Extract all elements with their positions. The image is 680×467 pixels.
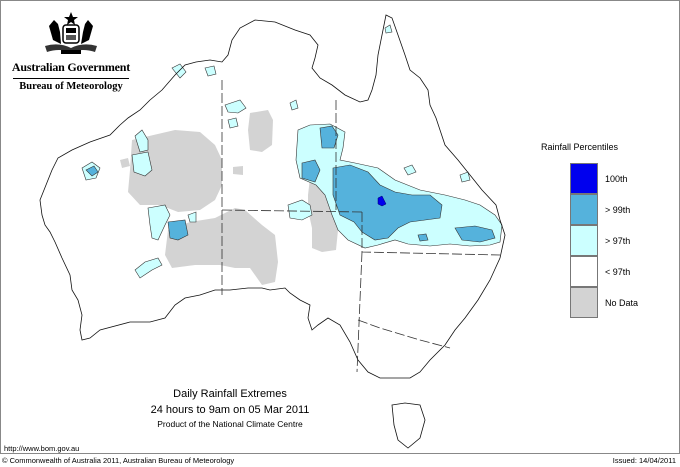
header-divider: [13, 78, 129, 79]
australia-coastline: [39, 14, 506, 379]
legend-label: > 99th: [605, 204, 631, 215]
legend-item-99th: > 99th: [541, 193, 671, 225]
legend-swatch: [570, 193, 598, 225]
legend-item-below-97th: < 97th: [541, 255, 671, 287]
state-borders: [221, 80, 501, 373]
legend-swatch: [570, 255, 598, 287]
legend-label: < 97th: [605, 266, 631, 277]
caption-title: Daily Rainfall Extremes: [173, 388, 287, 400]
legend-item-no-data: No Data: [541, 286, 671, 318]
p99-regions: [85, 125, 496, 243]
bureau-title: Bureau of Meteorology: [19, 81, 123, 92]
australia-rainfall-map: [39, 14, 506, 449]
legend-swatch: [570, 162, 598, 194]
caption-period: 24 hours to 9am on 05 Mar 2011: [150, 404, 310, 416]
issued-date: Issued: 14/04/2011: [612, 456, 676, 465]
legend-label: 100th: [605, 173, 628, 184]
legend-item-100th: 100th: [541, 162, 671, 194]
copyright-text: © Commonwealth of Australia 2011, Austra…: [2, 456, 235, 465]
header: Australian Government Bureau of Meteorol…: [8, 10, 134, 92]
government-title: Australian Government: [11, 60, 131, 74]
legend-swatch: [570, 224, 598, 256]
no-data-regions: [120, 110, 338, 285]
legend-item-97th: > 97th: [541, 224, 671, 256]
legend-label: No Data: [605, 297, 639, 308]
tasmania-coastline: [391, 402, 426, 449]
bom-url-link[interactable]: http://www.bom.gov.au: [4, 444, 80, 453]
coat-of-arms-icon: [45, 12, 97, 54]
legend-title: Rainfall Percentiles: [541, 142, 619, 152]
map-caption: Daily Rainfall Extremes 24 hours to 9am …: [120, 388, 340, 429]
p100-region: [377, 195, 387, 207]
legend-label: > 97th: [605, 235, 631, 246]
caption-product: Product of the National Climate Centre: [157, 419, 303, 429]
legend-swatch: [570, 286, 598, 318]
legend: Rainfall Percentiles 100th > 99th > 97th…: [541, 142, 671, 318]
footer-divider: [0, 453, 680, 454]
